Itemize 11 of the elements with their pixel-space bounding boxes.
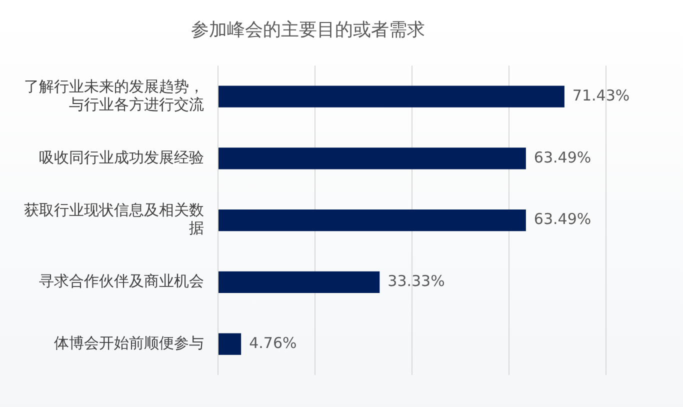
data-label: 33.33% [388, 272, 445, 290]
y-tick-label: 获取行业现状信息及相关数据 [24, 201, 204, 238]
y-tick-label: 了解行业未来的发展趋势，与行业各方进行交流 [24, 77, 204, 114]
data-label: 4.76% [249, 334, 297, 352]
chart-title: 参加峰会的主要目的或者需求 [191, 19, 425, 40]
y-tick-label: 寻求合作伙伴及商业机会 [39, 272, 204, 290]
y-tick-label: 体博会开始前顺便参与 [54, 334, 204, 352]
data-label: 71.43% [572, 86, 630, 104]
y-tick-label: 吸收同行业成功发展经验 [39, 148, 204, 166]
data-label: 63.49% [534, 148, 592, 166]
data-label: 63.49% [534, 210, 592, 228]
